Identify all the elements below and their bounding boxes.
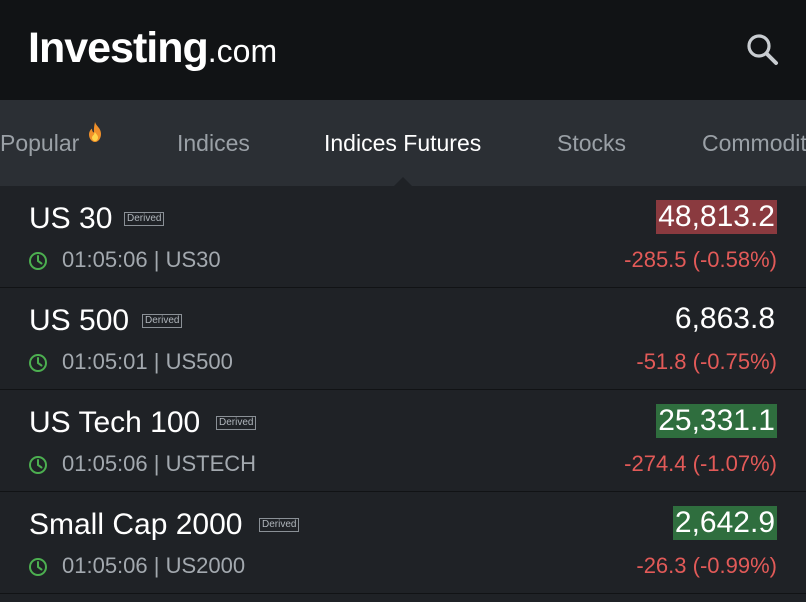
tab-indices[interactable]: Indices bbox=[177, 130, 250, 156]
derived-badge: Derived bbox=[142, 314, 183, 328]
instrument-change: -51.8 (-0.75%) bbox=[636, 349, 777, 374]
tab-stocks[interactable]: Stocks bbox=[557, 130, 627, 156]
instrument-time-symbol: 01:05:06 | US30 bbox=[62, 247, 221, 272]
instrument-list: US 30 Derived 01:05:06 | US30 48,813.2 -… bbox=[0, 186, 806, 594]
logo-wordmark: Investing bbox=[28, 24, 209, 72]
active-tab-indicator bbox=[394, 177, 412, 186]
category-tabs: Popular Indices Indices Futures Stocks C… bbox=[0, 100, 806, 186]
logo-suffix: .com bbox=[207, 33, 278, 69]
tab-indices-futures[interactable]: Indices Futures bbox=[324, 130, 482, 156]
tab-popular[interactable]: Popular bbox=[0, 130, 80, 156]
clock-icon bbox=[29, 456, 47, 474]
instrument-row-ustech[interactable]: US Tech 100 Derived 01:05:06 | USTECH 25… bbox=[0, 390, 806, 492]
instrument-change: -285.5 (-0.58%) bbox=[624, 247, 777, 272]
instrument-price: 6,863.8 bbox=[674, 302, 775, 335]
instrument-name: US Tech 100 bbox=[29, 406, 201, 439]
instrument-row-us2000[interactable]: Small Cap 2000 Derived 01:05:06 | US2000… bbox=[0, 492, 806, 594]
instrument-name: Small Cap 2000 bbox=[29, 508, 243, 541]
instrument-name: US 30 bbox=[29, 202, 113, 235]
instrument-time-symbol: 01:05:01 | US500 bbox=[62, 349, 233, 374]
clock-icon bbox=[29, 252, 47, 270]
clock-icon bbox=[29, 354, 47, 372]
derived-badge: Derived bbox=[124, 212, 165, 226]
instrument-price: 25,331.1 bbox=[656, 404, 777, 438]
investing-logo[interactable]: Investing.com bbox=[28, 24, 277, 74]
instrument-change: -274.4 (-1.07%) bbox=[624, 451, 777, 476]
clock-icon bbox=[29, 558, 47, 576]
instrument-row-us500[interactable]: US 500 Derived 01:05:01 | US500 6,863.8 … bbox=[0, 288, 806, 390]
tab-commodities[interactable]: Commodities bbox=[702, 130, 806, 156]
derived-badge: Derived bbox=[259, 518, 300, 532]
instrument-time-symbol: 01:05:06 | US2000 bbox=[62, 553, 246, 578]
instrument-name: US 500 bbox=[29, 304, 130, 337]
instrument-row-us30[interactable]: US 30 Derived 01:05:06 | US30 48,813.2 -… bbox=[0, 186, 806, 288]
search-button[interactable] bbox=[742, 30, 782, 70]
fire-icon bbox=[89, 122, 101, 142]
instrument-change: -26.3 (-0.99%) bbox=[636, 553, 777, 578]
search-icon bbox=[747, 34, 778, 65]
derived-badge: Derived bbox=[216, 416, 257, 430]
instrument-price: 48,813.2 bbox=[656, 200, 777, 234]
instrument-price: 2,642.9 bbox=[672, 506, 777, 540]
app-header: Investing.com bbox=[0, 0, 806, 100]
instrument-time-symbol: 01:05:06 | USTECH bbox=[62, 451, 257, 476]
